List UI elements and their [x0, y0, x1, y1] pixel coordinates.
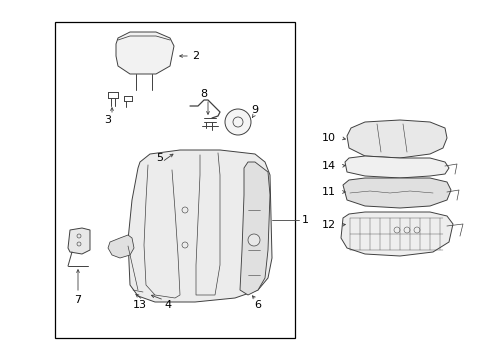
Bar	[55, 22, 294, 338]
Text: 7: 7	[74, 295, 81, 305]
Text: 10: 10	[321, 133, 335, 143]
Text: 13: 13	[133, 300, 147, 310]
Text: 4: 4	[164, 300, 171, 310]
Polygon shape	[342, 178, 450, 208]
Polygon shape	[68, 228, 90, 254]
Text: 6: 6	[254, 300, 261, 310]
Polygon shape	[340, 212, 452, 256]
Polygon shape	[128, 150, 271, 302]
Text: 5: 5	[156, 153, 163, 163]
Circle shape	[247, 234, 260, 246]
Text: 2: 2	[192, 51, 199, 61]
Polygon shape	[346, 120, 446, 158]
Text: 11: 11	[321, 187, 335, 197]
Text: 12: 12	[321, 220, 335, 230]
Text: 1: 1	[301, 215, 308, 225]
Polygon shape	[108, 235, 134, 258]
Text: 14: 14	[321, 161, 335, 171]
Circle shape	[224, 109, 250, 135]
Text: 9: 9	[251, 105, 258, 115]
Polygon shape	[240, 162, 269, 295]
Polygon shape	[116, 32, 174, 74]
Text: 3: 3	[104, 115, 111, 125]
Text: 8: 8	[200, 89, 207, 99]
Polygon shape	[345, 156, 448, 178]
